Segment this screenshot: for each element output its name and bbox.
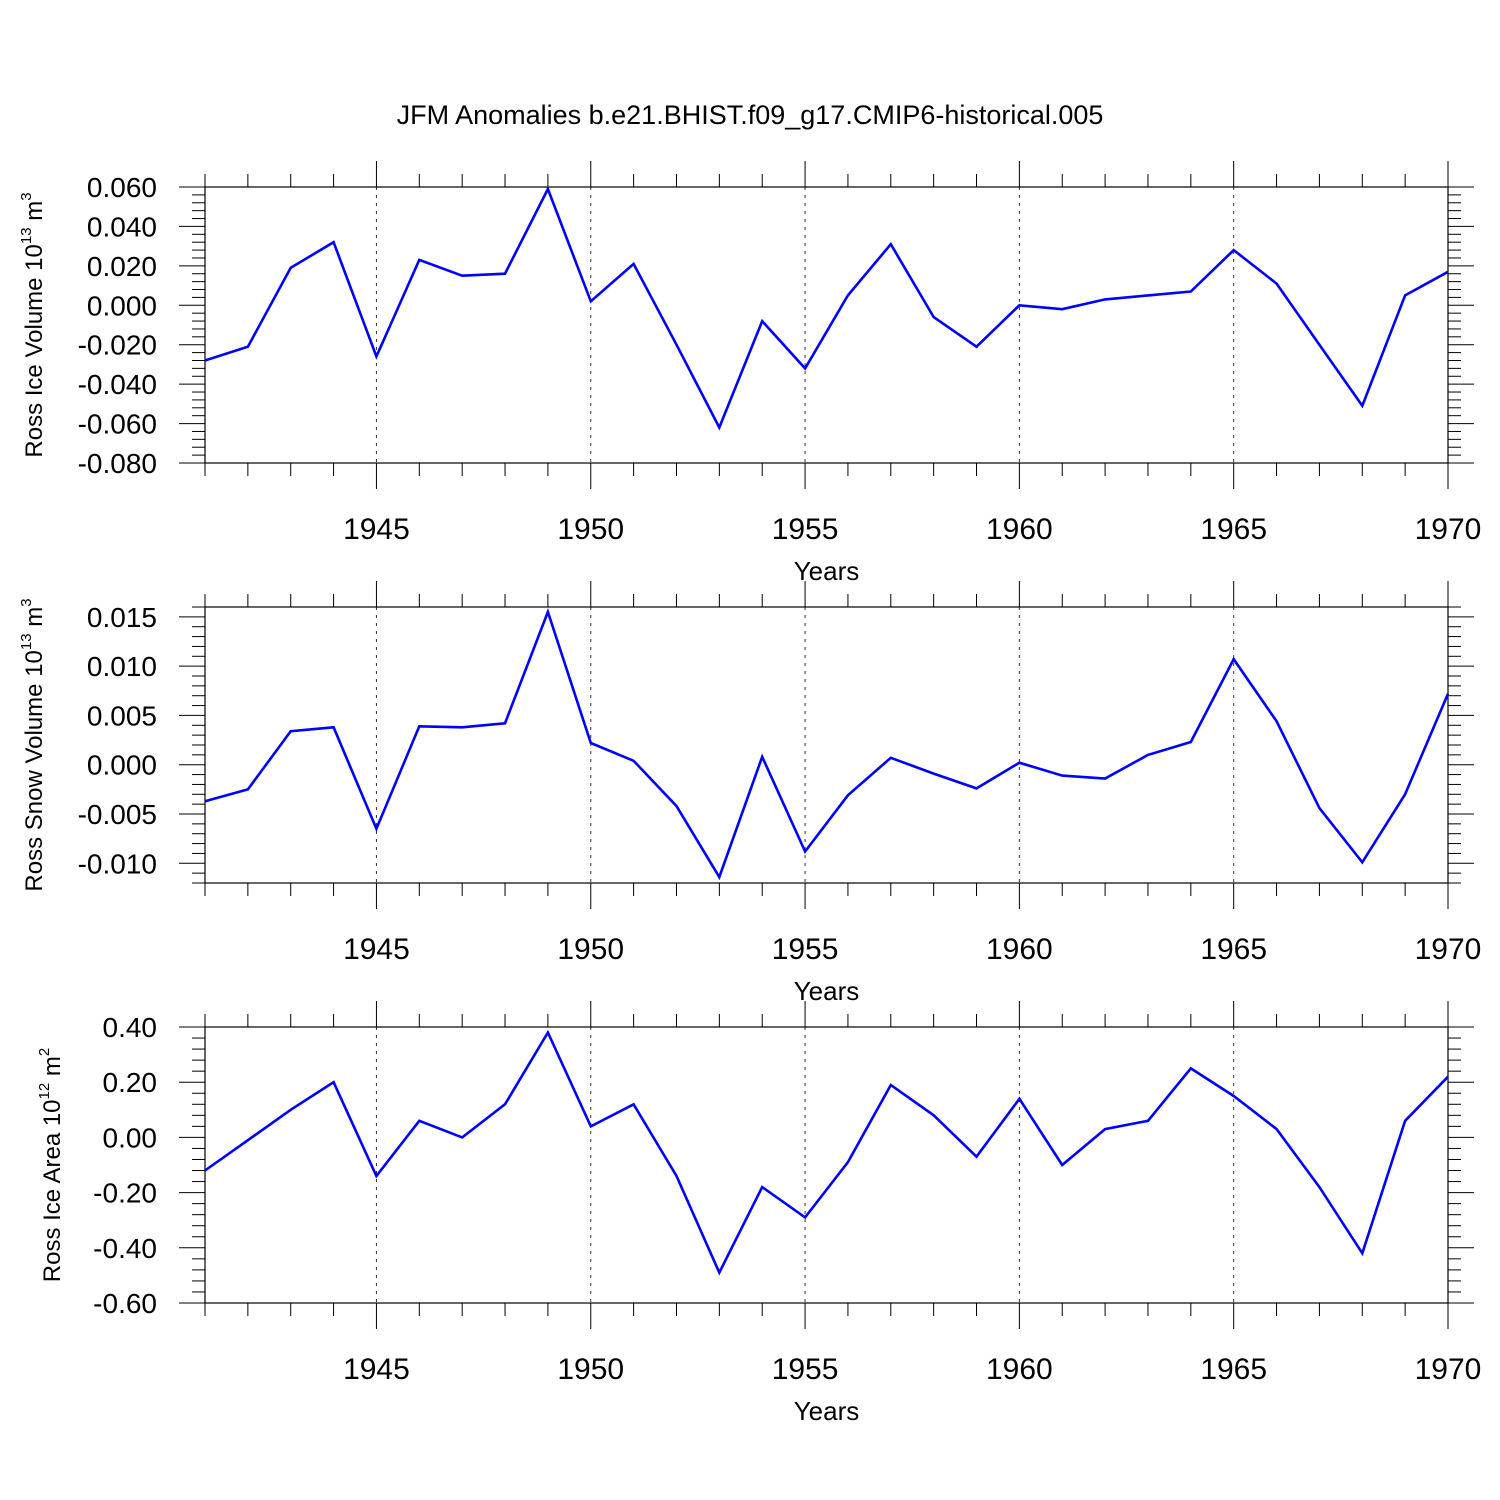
y-tick-label: 0.20 <box>103 1067 158 1098</box>
x-tick-label: 1965 <box>1200 933 1267 966</box>
x-tick-label: 1955 <box>772 513 839 546</box>
x-tick-label: 1970 <box>1415 513 1482 546</box>
y-axis-title: Ross Ice Area 1012 m2 <box>36 1048 66 1282</box>
plot-frame <box>204 606 1449 884</box>
x-axis-title: Years <box>794 556 860 586</box>
x-tick-label: 1960 <box>986 933 1053 966</box>
x-axis-title: Years <box>794 976 860 1006</box>
x-tick-label: 1945 <box>343 513 410 546</box>
x-tick-label: 1945 <box>343 933 410 966</box>
y-tick-label: 0.015 <box>87 602 157 633</box>
y-tick-label: 0.060 <box>87 172 157 203</box>
y-axis-title: Ross Ice Volume 1013 m3 <box>18 192 48 457</box>
x-tick-label: 1970 <box>1415 1353 1482 1386</box>
x-tick-label: 1945 <box>343 1353 410 1386</box>
y-tick-label: -0.020 <box>78 330 157 361</box>
panel-ross-snow-volume: -0.010 -0.005 0.000 0.005 0.010 0.015 1945 1950… <box>18 581 1481 1006</box>
y-tick-label: -0.60 <box>93 1288 157 1319</box>
y-tick-label: -0.060 <box>78 409 157 440</box>
x-axis-title: Years <box>794 1396 860 1426</box>
x-tick-label: 1965 <box>1200 513 1267 546</box>
y-tick-label: 0.40 <box>103 1012 158 1043</box>
plot-frame <box>204 1026 1449 1304</box>
x-tick-label: 1970 <box>1415 933 1482 966</box>
series-line <box>204 185 1449 431</box>
x-tick-label: 1955 <box>772 933 839 966</box>
y-tick-label: 0.000 <box>87 750 157 781</box>
y-tick-label: 0.020 <box>87 251 157 282</box>
x-tick-label: 1950 <box>557 513 624 546</box>
x-tick-label: 1960 <box>986 513 1053 546</box>
panel-ross-ice-area: -0.60 -0.40 -0.20 0.00 0.20 0.40 1945 1950 1955 1… <box>36 1001 1481 1426</box>
x-tick-label: 1950 <box>557 933 624 966</box>
y-tick-label: 0.040 <box>87 211 157 242</box>
y-tick-label: 0.000 <box>87 290 157 321</box>
y-tick-label: -0.40 <box>93 1233 157 1264</box>
x-tick-label: 1960 <box>986 1353 1053 1386</box>
x-tick-label: 1950 <box>557 1353 624 1386</box>
y-axis-title: Ross Snow Volume 1013 m3 <box>18 598 48 891</box>
y-tick-label: -0.080 <box>78 448 157 479</box>
y-tick-label: -0.005 <box>78 799 157 830</box>
y-tick-label: -0.010 <box>78 848 157 879</box>
y-tick-label: -0.20 <box>93 1178 157 1209</box>
y-tick-label: 0.005 <box>87 700 157 731</box>
plot-frame <box>204 186 1449 464</box>
series-line <box>204 608 1450 881</box>
y-tick-label: 0.010 <box>87 651 157 682</box>
y-tick-label: -0.040 <box>78 369 157 400</box>
x-tick-label: 1955 <box>772 1353 839 1386</box>
series-line <box>204 1029 1449 1276</box>
panel-ross-ice-volume: -0.080 -0.060 -0.040 -0.020 0.000 0.020 0.040 0… <box>18 161 1481 586</box>
y-tick-label: 0.00 <box>103 1122 158 1153</box>
figure-title: JFM Anomalies b.e21.BHIST.f09_g17.CMIP6-… <box>397 100 1104 130</box>
x-tick-label: 1965 <box>1200 1353 1267 1386</box>
